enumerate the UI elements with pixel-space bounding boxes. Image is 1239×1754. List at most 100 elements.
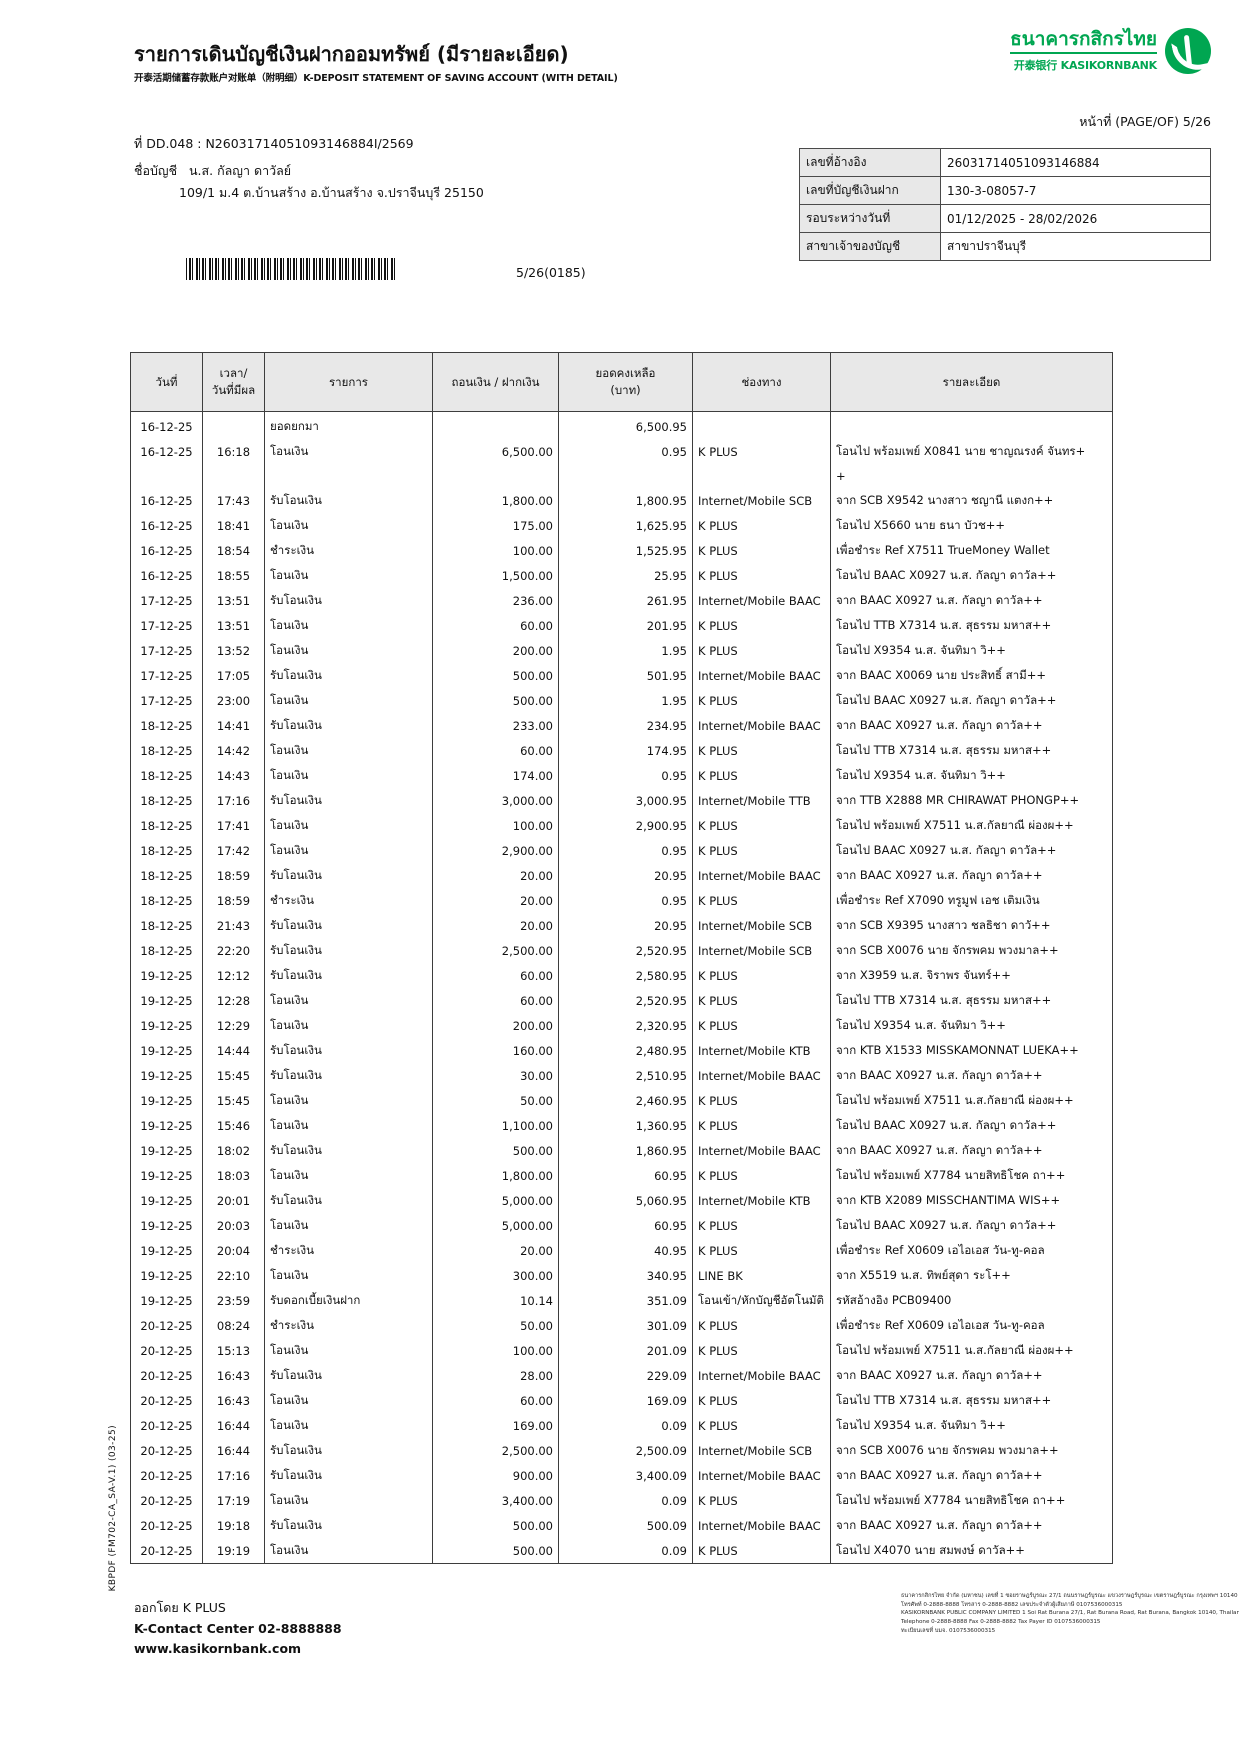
barcode-row: 5/26(0185)	[186, 258, 586, 280]
cell-date: 17-12-25	[130, 688, 203, 713]
table-row: 17-12-25 13:52 โอนเงิน 200.00 1.95 K PLUS โอนไ…	[130, 638, 1113, 663]
table-row: 19-12-25 20:01 รับโอนเงิน 5,000.00 5,060.95 I…	[130, 1188, 1113, 1213]
kasikornbank-leaf-icon	[1165, 28, 1211, 74]
title-block: รายการเดินบัญชีเงินฝากออมทรัพย์ (มีรายละ…	[134, 42, 618, 84]
table-row: 20-12-25 16:43 โอนเงิน 60.00 169.09 K PLUS โอน…	[130, 1388, 1113, 1413]
cell-date: 19-12-25	[130, 988, 203, 1013]
cell-date: 16-12-25	[130, 513, 203, 538]
cell-amount: 300.00	[432, 1263, 559, 1288]
footer-contact-center: K-Contact Center 02-8888888	[134, 1620, 342, 1636]
cell-type: ชำระเงิน	[264, 1238, 433, 1263]
cell-balance: 2,480.95	[558, 1038, 693, 1063]
cell-balance: 201.95	[558, 613, 693, 638]
cell-detail: โอนไป TTB X7314 น.ส. สุธรรม มหาส++	[830, 738, 1113, 763]
cell-time	[202, 411, 265, 439]
cell-detail: จาก BAAC X0927 น.ส. กัลญา ดาวัล++	[830, 863, 1113, 888]
cell-time: 12:28	[202, 988, 265, 1013]
cell-amount: 1,500.00	[432, 563, 559, 588]
cell-date: 20-12-25	[130, 1313, 203, 1338]
cell-date: 19-12-25	[130, 1288, 203, 1313]
cell-date: 19-12-25	[130, 1063, 203, 1088]
cell-date: 17-12-25	[130, 638, 203, 663]
table-row: 18-12-25 14:43 โอนเงิน 174.00 0.95 K PLUS โอนไ…	[130, 763, 1113, 788]
cell-channel: K PLUS	[692, 1113, 831, 1138]
cell-balance: 25.95	[558, 563, 693, 588]
cell-amount: 236.00	[432, 588, 559, 613]
cell-channel: Internet/Mobile BAAC	[692, 588, 831, 613]
info-row-period: รอบระหว่างวันที่ 01/12/2025 - 28/02/2026	[799, 204, 1211, 233]
barcode-image	[186, 258, 396, 280]
table-row: 20-12-25 08:24 ชำระเงิน 50.00 301.09 K PLUS เพ…	[130, 1313, 1113, 1338]
cell-date: 17-12-25	[130, 588, 203, 613]
cell-time: 22:20	[202, 938, 265, 963]
table-row: 20-12-25 17:16 รับโอนเงิน 900.00 3,400.09 Int…	[130, 1463, 1113, 1488]
table-row: 17-12-25 23:00 โอนเงิน 500.00 1.95 K PLUS โอนไ…	[130, 688, 1113, 713]
cell-balance: 5,060.95	[558, 1188, 693, 1213]
cell-type: รับโอนเงิน	[264, 1438, 433, 1463]
cell-time: 15:45	[202, 1088, 265, 1113]
table-row: 19-12-25 14:44 รับโอนเงิน 160.00 2,480.95 Int…	[130, 1038, 1113, 1063]
table-row: 19-12-25 22:10 โอนเงิน 300.00 340.95 LINE BK จ…	[130, 1263, 1113, 1288]
cell-balance: 2,510.95	[558, 1063, 693, 1088]
cell-amount: 500.00	[432, 663, 559, 688]
table-row: 18-12-25 17:16 รับโอนเงิน 3,000.00 3,000.95 I…	[130, 788, 1113, 813]
table-row: 20-12-25 16:43 รับโอนเงิน 28.00 229.09 Intern…	[130, 1363, 1113, 1388]
cell-type: โอนเงิน	[264, 813, 433, 838]
table-row: 20-12-25 17:19 โอนเงิน 3,400.00 0.09 K PLUS โอ…	[130, 1488, 1113, 1513]
table-row: 18-12-25 17:41 โอนเงิน 100.00 2,900.95 K PLUS…	[130, 813, 1113, 838]
cell-balance: 1,525.95	[558, 538, 693, 563]
cell-channel: Internet/Mobile TTB	[692, 788, 831, 813]
cell-amount: 60.00	[432, 988, 559, 1013]
cell-balance: 261.95	[558, 588, 693, 613]
cell-time: 18:02	[202, 1138, 265, 1163]
cell-date: 19-12-25	[130, 1013, 203, 1038]
cell-type: โอนเงิน	[264, 1338, 433, 1363]
table-row: 19-12-25 18:02 รับโอนเงิน 500.00 1,860.95 Int…	[130, 1138, 1113, 1163]
cell-amount: 174.00	[432, 763, 559, 788]
cell-detail: โอนไป BAAC X0927 น.ส. กัลญา ดาวัล++	[830, 563, 1113, 588]
cell-channel: K PLUS	[692, 1013, 831, 1038]
cell-channel: Internet/Mobile KTB	[692, 1188, 831, 1213]
cell-type: รับโอนเงิน	[264, 1188, 433, 1213]
cell-type: โอนเงิน	[264, 1413, 433, 1438]
cell-time: 12:12	[202, 963, 265, 988]
cell-balance: 340.95	[558, 1263, 693, 1288]
cell-time: 16:43	[202, 1363, 265, 1388]
cell-type: โอนเงิน	[264, 1538, 433, 1564]
cell-type: โอนเงิน	[264, 1488, 433, 1513]
cell-amount: 1,800.00	[432, 1163, 559, 1188]
cell-date: 18-12-25	[130, 813, 203, 838]
cell-amount: 6,500.00	[432, 439, 559, 464]
cell-date: 20-12-25	[130, 1338, 203, 1363]
cell-time: 18:41	[202, 513, 265, 538]
cell-balance: 3,400.09	[558, 1463, 693, 1488]
cell-channel: Internet/Mobile BAAC	[692, 863, 831, 888]
cell-balance: 229.09	[558, 1363, 693, 1388]
account-name-label: ชื่อบัญชี	[134, 163, 178, 178]
cell-type: โอนเงิน	[264, 513, 433, 538]
info-label-account-no: เลขที่บัญชีเงินฝาก	[799, 176, 941, 205]
cell-time: 15:46	[202, 1113, 265, 1138]
footer-legal-line: โทรศัพท์ 0-2888-8888 โทรสาร 0-2888-8882 …	[901, 1601, 1123, 1608]
cell-channel: K PLUS	[692, 688, 831, 713]
cell-type: รับโอนเงิน	[264, 913, 433, 938]
info-row-branch: สาขาเจ้าของบัญชี สาขาปราจีนบุรี	[799, 232, 1211, 261]
cell-date: 18-12-25	[130, 838, 203, 863]
cell-amount: 233.00	[432, 713, 559, 738]
cell-date: 18-12-25	[130, 738, 203, 763]
cell-balance: 2,520.95	[558, 988, 693, 1013]
cell-detail: จาก SCB X0076 นาย จักรพคม พวงมาล++	[830, 938, 1113, 963]
cell-date: 19-12-25	[130, 1188, 203, 1213]
cell-balance: 0.09	[558, 1488, 693, 1513]
cell-amount: 100.00	[432, 1338, 559, 1363]
logo-name-th: ธนาคารกสิกรไทย	[1010, 28, 1157, 54]
cell-channel: K PLUS	[692, 613, 831, 638]
cell-balance: 2,320.95	[558, 1013, 693, 1038]
cell-detail: โอนไป X9354 น.ส. จันทิมา วิ++	[830, 1413, 1113, 1438]
cell-amount: 500.00	[432, 1538, 559, 1564]
cell-date: 20-12-25	[130, 1488, 203, 1513]
cell-type: โอนเงิน	[264, 688, 433, 713]
cell-balance: 501.95	[558, 663, 693, 688]
cell-balance: 0.09	[558, 1413, 693, 1438]
column-header-detail: รายละเอียด	[830, 352, 1113, 412]
